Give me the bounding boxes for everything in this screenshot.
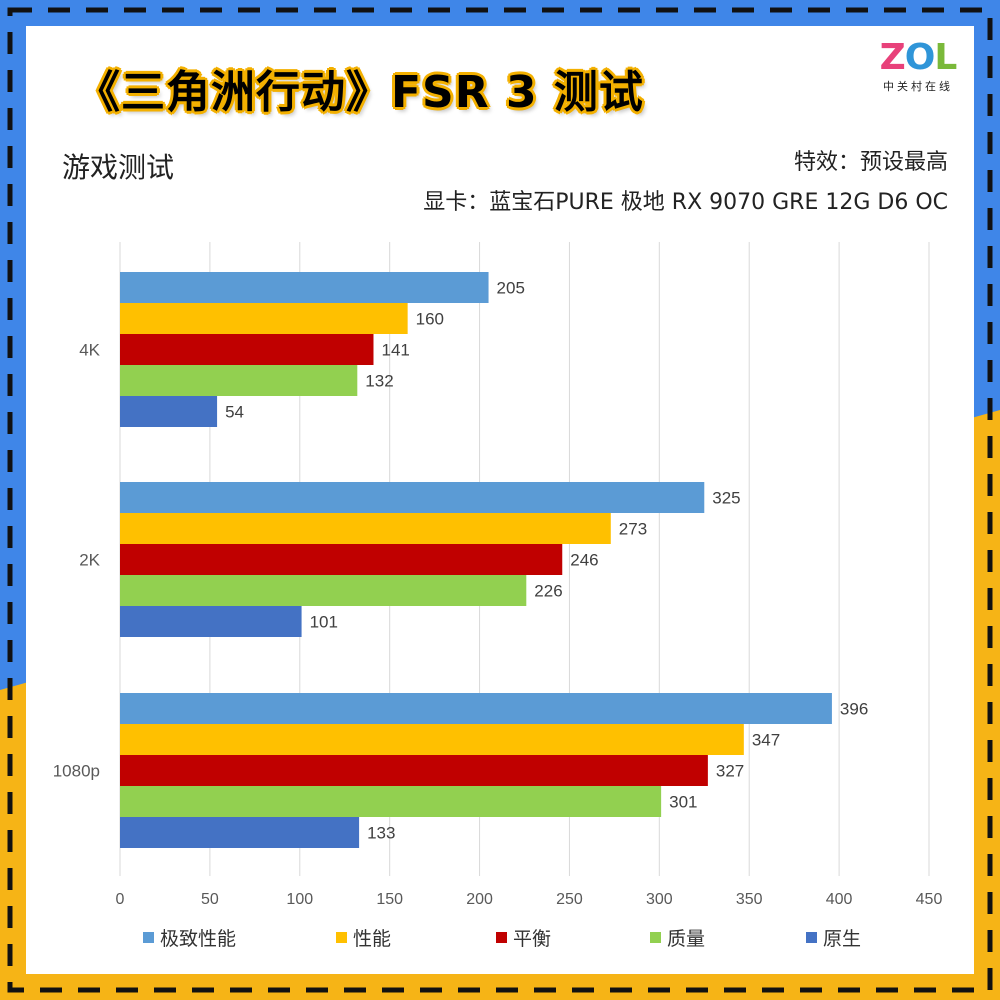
zol-logo-mark: ZOL <box>879 37 958 78</box>
legend-item: 极致性能 <box>143 924 236 951</box>
legend-swatch <box>336 932 347 943</box>
bar <box>120 693 832 724</box>
page-title: 《三角洲行动》FSR 3 测试 <box>76 67 644 118</box>
x-tick-label: 400 <box>826 891 853 908</box>
x-tick-label: 200 <box>466 891 493 908</box>
bar <box>120 817 360 848</box>
data-label: 226 <box>534 582 562 601</box>
legend-swatch <box>650 932 661 943</box>
bar <box>120 755 708 786</box>
bar <box>120 272 489 303</box>
data-label: 273 <box>619 520 647 539</box>
bar <box>120 786 662 817</box>
legend-label: 质量 <box>667 928 706 950</box>
zol-logo: ZOL 中关村在线 <box>872 40 964 94</box>
x-tick-label: 0 <box>116 891 125 908</box>
x-tick-label: 150 <box>376 891 403 908</box>
data-label: 301 <box>669 793 697 812</box>
bar <box>120 606 302 637</box>
x-tick-label: 350 <box>736 891 763 908</box>
gpu-note: 显卡：蓝宝石PURE 极地 RX 9070 GRE 12G D6 OC <box>423 190 948 215</box>
zol-logo-subtitle: 中关村在线 <box>883 80 953 93</box>
category-label: 2K <box>79 551 100 570</box>
data-label: 327 <box>716 762 744 781</box>
data-label: 133 <box>367 824 395 843</box>
bar <box>120 724 744 755</box>
x-tick-label: 100 <box>286 891 313 908</box>
x-tick-label: 450 <box>916 891 943 908</box>
bar <box>120 334 374 365</box>
bar <box>120 513 611 544</box>
x-tick-label: 50 <box>201 891 219 908</box>
data-label: 246 <box>570 551 598 570</box>
bar <box>120 575 527 606</box>
legend-swatch <box>143 932 154 943</box>
category-label: 4K <box>79 341 100 360</box>
legend-item: 原生 <box>806 924 861 951</box>
legend-label: 性能 <box>353 928 392 950</box>
data-label: 396 <box>840 700 868 719</box>
data-label: 325 <box>712 489 740 508</box>
data-label: 101 <box>310 613 338 632</box>
legend-item: 平衡 <box>496 924 551 951</box>
chart-legend: 极致性能 性能 平衡 质量 原生 <box>0 924 1000 952</box>
legend-item: 质量 <box>650 924 705 951</box>
data-label: 132 <box>365 372 393 391</box>
chart-subtitle: 游戏测试 <box>62 151 175 184</box>
legend-swatch <box>806 932 817 943</box>
legend-item: 性能 <box>336 924 391 951</box>
legend-label: 平衡 <box>513 928 552 950</box>
x-tick-label: 300 <box>646 891 673 908</box>
bar <box>120 396 218 427</box>
bar <box>120 303 408 334</box>
legend-label: 极致性能 <box>160 928 237 950</box>
bar <box>120 365 358 396</box>
bar <box>120 482 705 513</box>
data-label: 141 <box>381 341 409 360</box>
data-label: 205 <box>497 279 525 298</box>
category-label: 1080p <box>53 762 100 781</box>
data-label: 347 <box>752 731 780 750</box>
legend-swatch <box>496 932 507 943</box>
effects-note: 特效：预设最高 <box>793 150 948 175</box>
x-tick-label: 250 <box>556 891 583 908</box>
bar <box>120 544 563 575</box>
data-label: 160 <box>416 310 444 329</box>
legend-label: 原生 <box>823 928 862 950</box>
data-label: 54 <box>225 403 244 422</box>
